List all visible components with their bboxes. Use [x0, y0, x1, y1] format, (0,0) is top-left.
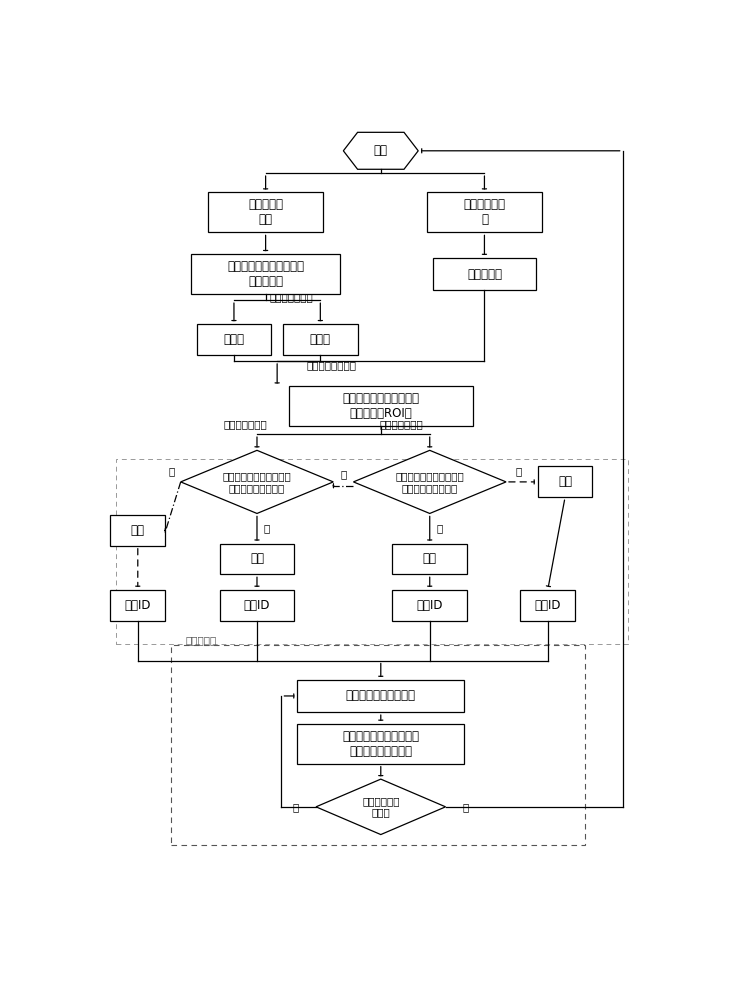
Polygon shape [343, 132, 418, 169]
Text: 记录ID: 记录ID [244, 599, 270, 612]
FancyBboxPatch shape [427, 192, 542, 232]
Text: 记录ID: 记录ID [534, 599, 561, 612]
FancyBboxPatch shape [520, 590, 575, 620]
FancyBboxPatch shape [297, 680, 464, 712]
Text: 车辆: 车辆 [423, 552, 437, 565]
FancyBboxPatch shape [220, 590, 294, 620]
Text: 车辆类: 车辆类 [310, 333, 331, 346]
Text: 否: 否 [340, 470, 346, 480]
Text: 其他: 其他 [558, 475, 572, 488]
Text: 记录ID: 记录ID [125, 599, 151, 612]
FancyBboxPatch shape [111, 515, 165, 546]
FancyBboxPatch shape [392, 544, 467, 574]
Text: 否: 否 [169, 466, 175, 476]
Text: 是: 是 [264, 523, 270, 533]
Text: 图像上确定前方障碍物感
兴趣区域（ROI）: 图像上确定前方障碍物感 兴趣区域（ROI） [343, 392, 419, 420]
Text: 雷达扫描下一周期数据: 雷达扫描下一周期数据 [345, 689, 416, 702]
Text: 利用基于行人外部特征的
方法识别障碍物类型: 利用基于行人外部特征的 方法识别障碍物类型 [223, 471, 291, 493]
FancyBboxPatch shape [283, 324, 358, 355]
Text: 利用基于车辆外部特征的
方法识别障碍物类型: 利用基于车辆外部特征的 方法识别障碍物类型 [395, 471, 464, 493]
Polygon shape [354, 450, 506, 513]
Text: 图像预处理: 图像预处理 [467, 267, 502, 280]
FancyBboxPatch shape [208, 192, 323, 232]
Text: 否: 否 [516, 466, 522, 476]
FancyBboxPatch shape [111, 590, 165, 620]
Text: 是: 是 [293, 802, 299, 812]
FancyBboxPatch shape [196, 324, 271, 355]
Text: 摄像机图像信
息: 摄像机图像信 息 [464, 198, 505, 226]
Text: 毫米波雷达
信息: 毫米波雷达 信息 [248, 198, 283, 226]
FancyBboxPatch shape [288, 386, 473, 426]
Text: 初步分为行人类: 初步分为行人类 [224, 420, 267, 430]
Text: 雷达数据点的投影: 雷达数据点的投影 [307, 360, 357, 370]
Polygon shape [181, 450, 334, 513]
Text: 行人类: 行人类 [224, 333, 244, 346]
FancyBboxPatch shape [191, 254, 340, 294]
Text: 行人: 行人 [250, 552, 264, 565]
Text: 记录ID: 记录ID [417, 599, 443, 612]
Text: 进行目标一致
性检验: 进行目标一致 性检验 [362, 796, 400, 818]
Text: 初步分为车辆类: 初步分为车辆类 [379, 420, 423, 430]
FancyBboxPatch shape [220, 544, 294, 574]
Text: 障碍物跟踪: 障碍物跟踪 [185, 635, 216, 645]
FancyBboxPatch shape [432, 258, 536, 290]
Polygon shape [316, 779, 446, 835]
FancyBboxPatch shape [297, 724, 464, 764]
Text: 是: 是 [437, 523, 443, 533]
FancyBboxPatch shape [392, 590, 467, 620]
Text: 采用卡尔曼滤波方法预测
障碍物下一周期状态: 采用卡尔曼滤波方法预测 障碍物下一周期状态 [343, 730, 419, 758]
Text: 障碍物初步分类: 障碍物初步分类 [270, 292, 314, 302]
Text: 其他: 其他 [131, 524, 145, 537]
FancyBboxPatch shape [538, 466, 592, 497]
Text: 否: 否 [463, 802, 469, 812]
Text: 反射强度、宽度、距离、
角度、速度: 反射强度、宽度、距离、 角度、速度 [227, 260, 304, 288]
Text: 开始: 开始 [374, 144, 388, 157]
